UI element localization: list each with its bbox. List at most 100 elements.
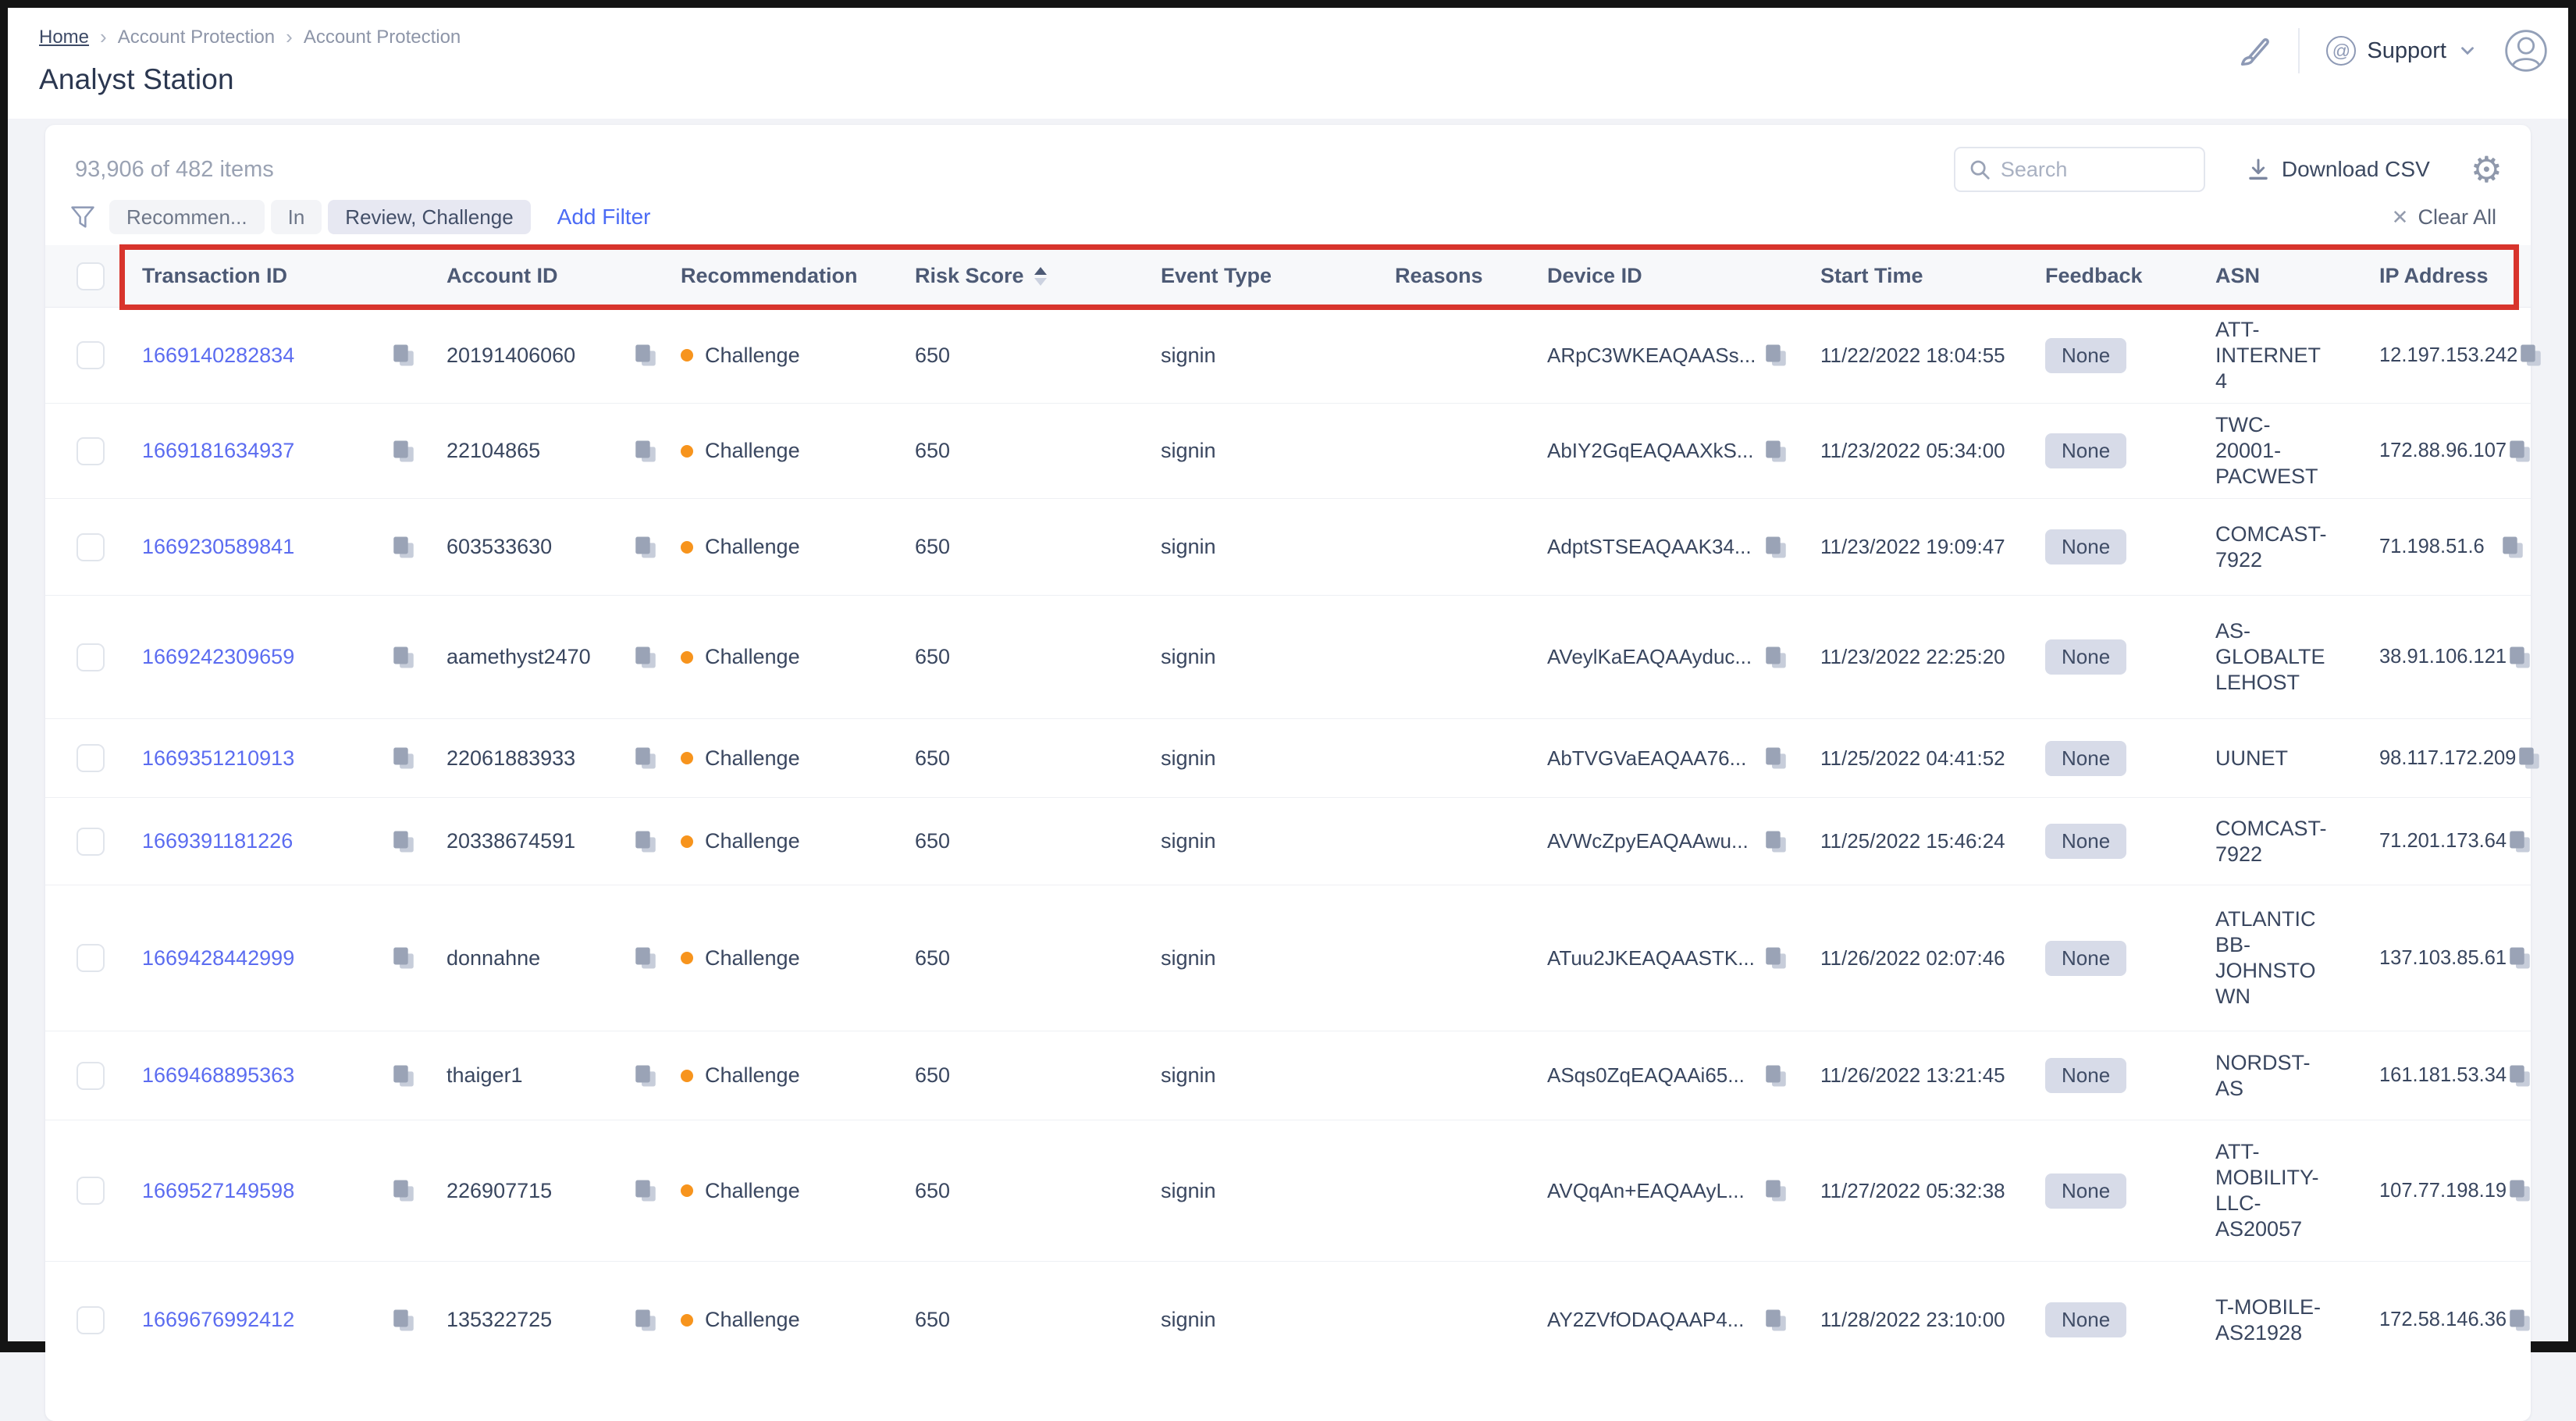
copy-icon[interactable]: [632, 828, 659, 855]
copy-icon[interactable]: [390, 438, 417, 465]
transaction-id-link[interactable]: 1669428442999: [142, 946, 295, 970]
copy-icon[interactable]: [1763, 945, 1789, 971]
transaction-id-link[interactable]: 1669230589841: [142, 535, 295, 558]
copy-icon[interactable]: [2507, 438, 2533, 465]
copy-icon[interactable]: [632, 1063, 659, 1089]
device-id-value: AVeylKaEAQAAyduc...: [1547, 645, 1752, 668]
column-header-recommendation[interactable]: Recommendation: [681, 264, 858, 287]
row-checkbox[interactable]: [76, 436, 105, 465]
copy-icon[interactable]: [2507, 644, 2533, 671]
copy-icon[interactable]: [632, 438, 659, 465]
copy-icon[interactable]: [632, 745, 659, 771]
breadcrumb-account-protection-1[interactable]: Account Protection: [117, 26, 276, 48]
device-id-value: AVWcZpyEAQAAwu...: [1547, 829, 1749, 853]
copy-icon[interactable]: [390, 644, 417, 671]
column-header-ip-address[interactable]: IP Address: [2379, 264, 2489, 287]
copy-icon[interactable]: [632, 1177, 659, 1204]
copy-icon[interactable]: [390, 342, 417, 369]
breadcrumb-home[interactable]: Home: [39, 26, 90, 48]
filter-chip-value[interactable]: Review, Challenge: [328, 200, 531, 234]
column-header-device-id[interactable]: Device ID: [1547, 264, 1642, 287]
transaction-id-link[interactable]: 1669468895363: [142, 1063, 295, 1087]
copy-icon[interactable]: [1763, 745, 1789, 771]
copy-icon[interactable]: [632, 1307, 659, 1334]
copy-icon[interactable]: [632, 644, 659, 671]
transaction-id-link[interactable]: 1669391181226: [142, 829, 294, 853]
copy-icon[interactable]: [632, 534, 659, 561]
transaction-id-link[interactable]: 1669527149598: [142, 1178, 295, 1202]
copy-icon[interactable]: [1763, 644, 1789, 671]
copy-icon[interactable]: [632, 945, 659, 971]
copy-icon[interactable]: [390, 745, 417, 771]
copy-icon[interactable]: [390, 945, 417, 971]
download-csv-button[interactable]: Download CSV: [2246, 157, 2430, 182]
clear-all-button[interactable]: ✕ Clear All: [2392, 205, 2496, 230]
column-header-risk-score[interactable]: Risk Score: [896, 264, 1142, 288]
asn-value: COMCAST-7922: [2215, 816, 2327, 866]
copy-icon[interactable]: [2517, 342, 2544, 369]
support-menu[interactable]: @ Support: [2326, 36, 2478, 66]
copy-icon[interactable]: [390, 534, 417, 561]
transaction-id-link[interactable]: 1669181634937: [142, 439, 295, 462]
gear-icon[interactable]: ⚙: [2470, 149, 2503, 190]
device-id-value: AdptSTSEAQAAK34...: [1547, 535, 1752, 558]
row-checkbox[interactable]: [76, 532, 105, 561]
row-checkbox[interactable]: [76, 1177, 105, 1205]
search-icon: [1968, 158, 1991, 181]
row-checkbox[interactable]: [76, 744, 105, 772]
asn-value: COMCAST-7922: [2215, 522, 2327, 572]
column-header-account-id[interactable]: Account ID: [447, 264, 558, 287]
copy-icon[interactable]: [1763, 1063, 1789, 1089]
copy-icon[interactable]: [1763, 828, 1789, 855]
sort-ascending-icon[interactable]: [1034, 266, 1047, 286]
event-type-value: signin: [1161, 1308, 1216, 1331]
copy-icon[interactable]: [2516, 745, 2542, 771]
add-filter-button[interactable]: Add Filter: [557, 205, 651, 229]
copy-icon[interactable]: [2507, 945, 2533, 971]
transaction-id-link[interactable]: 1669242309659: [142, 645, 295, 668]
row-checkbox[interactable]: [76, 341, 105, 369]
table-body: 1669140282834 20191406060 Challenge 650 …: [45, 308, 2542, 1378]
page-title: Analyst Station: [39, 63, 234, 95]
transaction-id-link[interactable]: 1669351210913: [142, 746, 295, 770]
copy-icon[interactable]: [632, 342, 659, 369]
row-checkbox[interactable]: [76, 1061, 105, 1090]
brush-icon[interactable]: [2236, 33, 2272, 69]
search-input[interactable]: [2000, 157, 2180, 182]
copy-icon[interactable]: [1763, 1307, 1789, 1334]
column-header-event-type[interactable]: Event Type: [1161, 264, 1272, 287]
copy-icon[interactable]: [390, 1307, 417, 1334]
row-checkbox[interactable]: [76, 643, 105, 671]
copy-icon[interactable]: [2507, 1177, 2533, 1204]
copy-icon[interactable]: [2500, 534, 2526, 561]
select-all-checkbox[interactable]: [76, 262, 105, 290]
row-checkbox[interactable]: [76, 827, 105, 856]
filter-chip-operator[interactable]: In: [270, 200, 322, 234]
copy-icon[interactable]: [390, 828, 417, 855]
row-checkbox[interactable]: [76, 1305, 105, 1334]
recommendation-value: Challenge: [705, 829, 800, 853]
copy-icon[interactable]: [1763, 534, 1789, 561]
copy-icon[interactable]: [2507, 1307, 2533, 1334]
copy-icon[interactable]: [2507, 828, 2533, 855]
filter-chip-field[interactable]: Recommen...: [109, 200, 265, 234]
device-id-value: ATuu2JKEAQAASTK...: [1547, 946, 1755, 970]
copy-icon[interactable]: [2507, 1063, 2533, 1089]
event-type-value: signin: [1161, 1178, 1216, 1202]
column-header-feedback[interactable]: Feedback: [2045, 264, 2143, 287]
row-checkbox[interactable]: [76, 944, 105, 972]
breadcrumb-account-protection-2: Account Protection: [303, 26, 461, 48]
copy-icon[interactable]: [390, 1063, 417, 1089]
column-header-asn[interactable]: ASN: [2215, 264, 2261, 287]
column-header-reasons[interactable]: Reasons: [1395, 264, 1483, 287]
transaction-id-link[interactable]: 1669140282834: [142, 343, 295, 367]
copy-icon[interactable]: [1763, 438, 1789, 465]
copy-icon[interactable]: [1763, 342, 1789, 369]
user-avatar-icon[interactable]: [2504, 29, 2548, 73]
transaction-id-link[interactable]: 1669676992412: [142, 1308, 295, 1331]
copy-icon[interactable]: [390, 1177, 417, 1204]
column-header-transaction-id[interactable]: Transaction ID: [142, 264, 288, 287]
search-box[interactable]: [1953, 147, 2205, 192]
column-header-start-time[interactable]: Start Time: [1820, 264, 1923, 287]
copy-icon[interactable]: [1763, 1177, 1789, 1204]
